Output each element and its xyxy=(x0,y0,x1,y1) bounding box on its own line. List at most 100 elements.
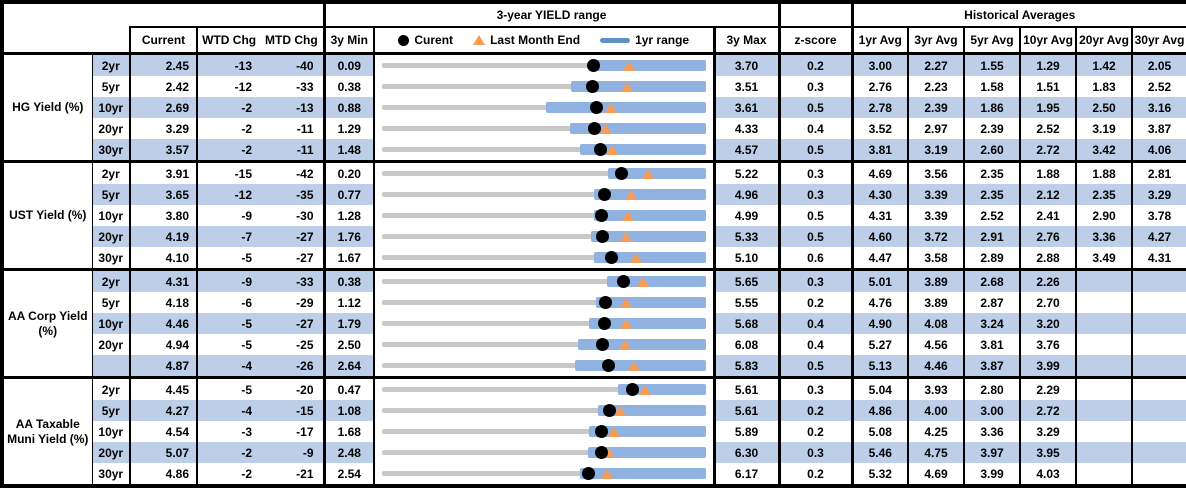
range-chart xyxy=(376,184,713,205)
3y-range-track xyxy=(381,63,706,68)
cell-3yr-avg: 3.72 xyxy=(907,226,964,247)
cell-zscore: 0.2 xyxy=(777,463,852,486)
3y-range-track xyxy=(381,171,706,176)
cell-10yr-avg: 2.70 xyxy=(1019,292,1076,313)
cell-3y-max: 4.96 xyxy=(712,184,779,205)
cell-1yr-avg: 4.60 xyxy=(850,226,908,247)
last-month-end-triangle-icon xyxy=(620,231,633,242)
cell-mtd-chg: -33 xyxy=(296,79,314,94)
cell-wtd-chg: -7 xyxy=(196,226,260,247)
tenor-label: 5yr xyxy=(92,400,130,421)
last-month-end-triangle-icon xyxy=(620,81,633,92)
3y-range-track xyxy=(381,471,706,476)
cell-3yr-avg: 4.46 xyxy=(907,355,964,378)
cell-20yr-avg: 2.90 xyxy=(1075,205,1132,226)
cell-wtd-chg: -5 xyxy=(196,247,260,270)
cell-30yr-avg: 2.81 xyxy=(1130,160,1186,184)
3y-range-track xyxy=(381,450,706,455)
cell-current: 4.31 xyxy=(129,268,197,292)
cell-current: 3.80 xyxy=(129,205,197,226)
cell-current: 3.57 xyxy=(129,139,197,162)
cell-1yr-avg: 5.04 xyxy=(850,376,908,400)
cell-3y-max: 3.70 xyxy=(712,53,779,76)
legend-current-dot-icon xyxy=(398,34,410,46)
cell-zscore: 0.2 xyxy=(777,292,852,313)
cell-3yr-avg: 4.00 xyxy=(907,400,964,421)
cell-3y-max: 5.22 xyxy=(712,160,779,184)
cell-20yr-avg: 3.49 xyxy=(1075,247,1132,270)
tenor-label xyxy=(92,355,130,378)
column-header-current: Current xyxy=(129,27,197,55)
cell-wtd-chg: -12 xyxy=(196,184,260,205)
tenor-label: 5yr xyxy=(101,295,120,310)
cell-wtd-chg: -3 xyxy=(196,421,260,442)
range-chart xyxy=(376,226,713,247)
cell-mtd-chg: -20 xyxy=(260,376,324,400)
range-chart xyxy=(376,247,713,268)
cell-zscore: 0.5 xyxy=(777,226,852,247)
cell-3y-max: 6.08 xyxy=(712,334,779,355)
range-chart xyxy=(376,97,713,118)
cell-zscore: 0.4 xyxy=(777,313,852,334)
cell-wtd-chg: -2 xyxy=(196,97,260,118)
cell-3yr-avg: 3.89 xyxy=(907,268,964,292)
cell-3yr-avg: 4.75 xyxy=(907,442,964,463)
cell-10yr-avg: 2.26 xyxy=(1019,268,1076,292)
cell-10yr-avg: 2.12 xyxy=(1019,184,1076,205)
cell-3y-min: 1.79 xyxy=(322,313,374,334)
cell-wtd-chg: -5 xyxy=(196,376,260,400)
cell-3y-max: 5.33 xyxy=(712,226,779,247)
cell-1yr-avg: 2.76 xyxy=(850,76,908,97)
last-month-end-triangle-icon xyxy=(641,168,654,179)
cell-10yr-avg: 1.51 xyxy=(1019,76,1076,97)
header-corner-blank xyxy=(2,2,130,27)
cell-zscore: 0.3 xyxy=(777,268,852,292)
cell-20yr-avg xyxy=(1075,442,1132,463)
cell-mtd-chg: -33 xyxy=(260,268,324,292)
3y-range-track xyxy=(381,105,706,110)
current-dot-icon xyxy=(626,383,640,396)
cell-3yr-avg: 3.89 xyxy=(907,292,964,313)
cell-wtd-chg: -5 xyxy=(196,313,260,334)
tenor-label: 20yr xyxy=(92,442,130,463)
cell-zscore: 0.3 xyxy=(777,442,852,463)
last-month-end-triangle-icon xyxy=(605,102,618,113)
cell-10yr-avg: 2.88 xyxy=(1019,247,1076,270)
column-header-30yr-avg: 30yr Avg xyxy=(1130,27,1186,55)
cell-wtd-chg: -9 xyxy=(196,268,260,292)
legend-1yr-range-dash-icon xyxy=(600,37,631,43)
cell-1yr-avg: 4.69 xyxy=(850,160,908,184)
group-label: HG Yield (%) xyxy=(2,53,93,162)
cell-30yr-avg xyxy=(1130,355,1186,378)
range-chart-cell xyxy=(373,376,714,400)
range-chart-cell xyxy=(373,268,714,292)
current-dot-icon xyxy=(586,80,600,93)
cell-current: 3.65 xyxy=(129,184,197,205)
cell-20yr-avg: 3.19 xyxy=(1075,118,1132,139)
last-month-end-triangle-icon xyxy=(602,447,615,458)
3y-range-track xyxy=(381,255,706,260)
cell-wtd-chg: -6 xyxy=(196,292,260,313)
last-month-end-triangle-icon xyxy=(601,468,614,479)
range-chart-cell xyxy=(373,118,714,139)
cell-3yr-avg: 2.39 xyxy=(907,97,964,118)
cell-mtd-chg: -27 xyxy=(296,250,314,265)
cell-5yr-avg: 2.89 xyxy=(963,247,1020,270)
cell-3y-max: 5.65 xyxy=(712,268,779,292)
cell-current: 2.45 xyxy=(129,53,197,76)
cell-5yr-avg: 2.68 xyxy=(963,268,1020,292)
cell-5yr-avg: 2.35 xyxy=(963,160,1020,184)
chart-legend: Curent Last Month End 1yr range xyxy=(373,27,714,55)
range-chart xyxy=(376,205,713,226)
cell-wtd-chg: -4 xyxy=(196,400,260,421)
cell-wtd-chg: -12 xyxy=(196,76,260,97)
cell-mtd-chg: -30 xyxy=(296,208,314,223)
cell-5yr-avg: 2.91 xyxy=(963,226,1020,247)
range-chart xyxy=(376,355,713,376)
current-dot-icon xyxy=(603,404,617,417)
3y-range-track xyxy=(381,408,706,413)
cell-zscore: 0.3 xyxy=(777,160,852,184)
cell-3yr-avg: 3.93 xyxy=(907,376,964,400)
3y-range-track xyxy=(381,192,706,197)
cell-mtd-chg: -35 xyxy=(260,184,324,205)
